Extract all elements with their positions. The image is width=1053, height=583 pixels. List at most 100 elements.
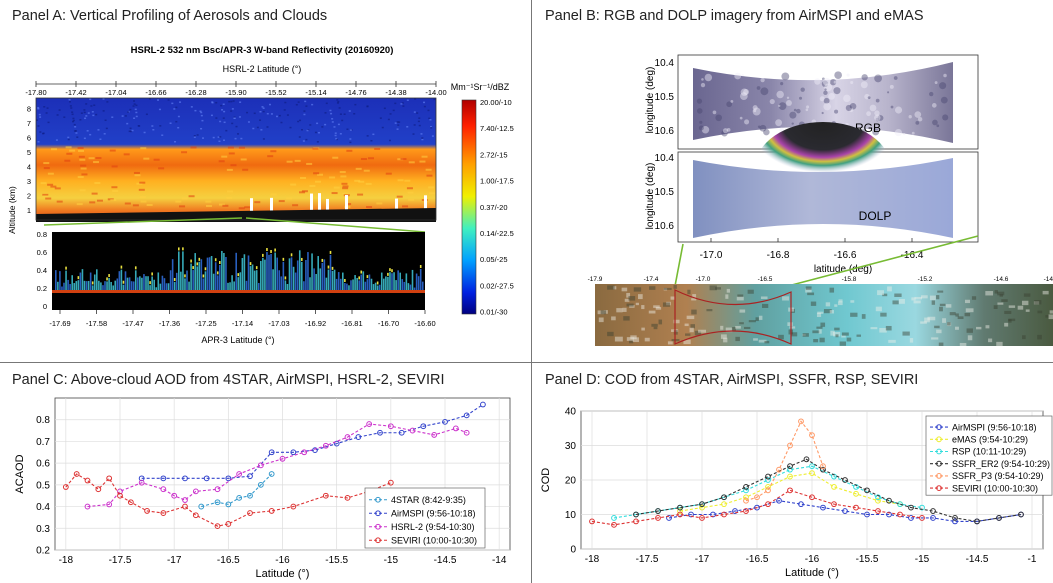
legend-label: eMAS (9:54-10:29) — [952, 435, 1028, 445]
noise-speck — [418, 124, 421, 127]
noise-speck — [402, 105, 405, 107]
panel-d: Panel D: COD from 4STAR, AirMSPI, SSFR, … — [533, 364, 1053, 583]
cloud-speck — [739, 116, 743, 120]
aerosol-texture — [43, 167, 50, 170]
radar-top — [173, 278, 176, 282]
strip-speck — [816, 326, 823, 329]
strip-speck — [947, 322, 952, 327]
data-point — [95, 486, 102, 493]
strip-speck — [1049, 310, 1053, 314]
aerosol-texture — [133, 171, 140, 174]
x-tick-label: -1 — [1028, 554, 1037, 565]
panel-b-figure: RGB 10.410.510.6 longitude (deg) DOLP 10… — [588, 54, 1053, 347]
strip-speck — [628, 296, 636, 301]
noise-speck — [135, 111, 138, 114]
aerosol-texture — [54, 187, 61, 190]
cloud-speck — [696, 98, 703, 104]
noise-speck — [237, 133, 240, 135]
radar-bar — [389, 272, 391, 292]
radar-bar — [307, 252, 309, 292]
noise-speck — [387, 118, 390, 121]
strip-speck — [663, 288, 668, 291]
aerosol-texture — [267, 155, 274, 158]
cloud-speck — [743, 88, 750, 95]
radar-bar — [221, 250, 223, 292]
data-point — [268, 471, 275, 477]
series-line — [613, 465, 923, 519]
radar-top — [178, 247, 180, 251]
strip-speck — [1008, 319, 1012, 323]
strip-speck — [686, 315, 695, 320]
aerosol-texture — [81, 173, 88, 176]
noise-speck — [233, 117, 236, 119]
noise-speck — [95, 113, 98, 116]
data-point — [919, 504, 925, 511]
radar-top — [255, 266, 258, 270]
noise-speck — [428, 117, 431, 120]
radar-bar — [216, 275, 219, 292]
noise-speck — [200, 114, 203, 117]
radar-bar — [165, 283, 168, 292]
noise-speck — [336, 99, 339, 101]
aerosol-texture — [181, 151, 188, 154]
noise-speck — [193, 135, 196, 137]
data-point — [655, 508, 661, 514]
strip-speck — [813, 338, 819, 343]
legend-marker — [936, 436, 942, 443]
cloud-speck — [850, 80, 854, 85]
strip-speck — [945, 304, 952, 308]
data-point — [677, 508, 683, 514]
radar-bar — [405, 273, 408, 292]
strip-speck — [999, 294, 1003, 297]
cloud-speck — [867, 96, 871, 100]
x-tick-label: -15.5 — [856, 554, 879, 565]
radar-top — [184, 274, 186, 278]
radar-bar — [149, 285, 151, 292]
aerosol-texture — [426, 174, 433, 177]
aerosol-texture — [354, 179, 361, 182]
cloud-speck — [722, 128, 729, 134]
legend-label: HSRL-2 (9:54-10:30) — [391, 522, 475, 532]
cloud-speck — [889, 84, 894, 89]
bottom-tick-label: -17.47 — [122, 319, 143, 328]
aerosol-texture — [218, 160, 225, 163]
noise-speck — [318, 131, 321, 134]
radar-bar — [194, 253, 196, 292]
strip-speck — [985, 291, 994, 296]
cloud-column — [395, 198, 398, 217]
noise-speck — [36, 119, 39, 121]
top-tick-label: -16.66 — [145, 88, 166, 97]
lower-ytick-label: 0.4 — [37, 266, 47, 275]
cloud-speck — [903, 132, 906, 136]
apr3-panel — [52, 232, 425, 310]
radar-bar — [239, 272, 242, 292]
data-point — [809, 494, 815, 501]
strip-speck — [658, 319, 663, 325]
strip-speck — [825, 302, 831, 307]
panel-c-chart: -18 -17.5 -17 -16.5 -16 -15.5 -15 -14.5 -14 0.2 0.… — [14, 397, 511, 580]
data-point — [798, 418, 804, 425]
bottom-tick-label: -16.60 — [414, 319, 435, 328]
data-point — [864, 487, 870, 494]
data-point — [182, 503, 188, 510]
noise-speck — [220, 104, 223, 107]
aerosol-texture — [228, 152, 235, 155]
radar-top — [391, 269, 393, 273]
radar-bar — [417, 276, 420, 292]
colorbar-tick-label: 2.72/-15 — [480, 150, 508, 159]
series-line — [679, 472, 901, 512]
cloud-speck — [890, 105, 894, 109]
legend-marker — [936, 460, 942, 467]
strip-speck — [887, 286, 892, 292]
y-tick-label: 0.4 — [36, 502, 50, 513]
radar-bar — [73, 283, 76, 292]
radar-bar — [85, 281, 88, 292]
radar-bar — [383, 278, 385, 292]
data-point — [886, 497, 892, 504]
radar-bar — [210, 255, 213, 292]
strip-speck — [663, 287, 672, 290]
rgb-yticks: 10.4 10.5 10.6 — [655, 58, 675, 137]
noise-speck — [430, 126, 433, 129]
strip-speck — [778, 334, 784, 340]
radar-bar — [93, 274, 96, 292]
